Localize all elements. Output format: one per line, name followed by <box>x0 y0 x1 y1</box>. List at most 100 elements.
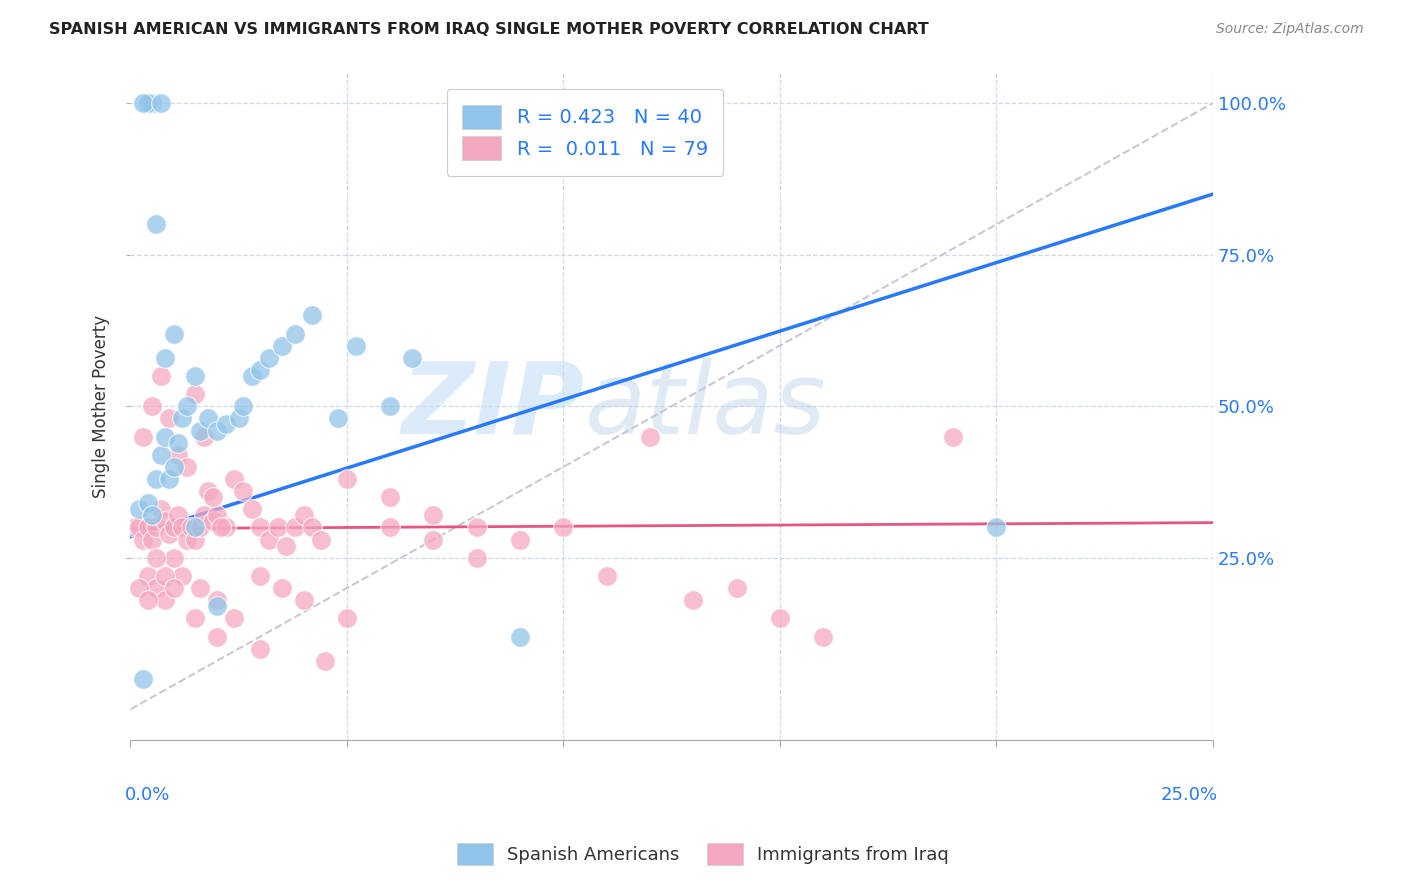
Point <box>301 520 323 534</box>
Point <box>422 533 444 547</box>
Point <box>205 630 228 644</box>
Point <box>132 672 155 686</box>
Text: SPANISH AMERICAN VS IMMIGRANTS FROM IRAQ SINGLE MOTHER POVERTY CORRELATION CHART: SPANISH AMERICAN VS IMMIGRANTS FROM IRAQ… <box>49 22 929 37</box>
Point <box>132 533 155 547</box>
Point <box>153 351 176 365</box>
Point <box>163 459 186 474</box>
Point <box>240 368 263 383</box>
Point <box>249 641 271 656</box>
Point <box>141 533 163 547</box>
Point <box>769 611 792 625</box>
Point <box>336 611 359 625</box>
Point <box>184 520 207 534</box>
Point <box>240 502 263 516</box>
Point <box>159 411 181 425</box>
Point <box>128 581 150 595</box>
Point <box>215 520 238 534</box>
Point <box>509 630 531 644</box>
Text: Source: ZipAtlas.com: Source: ZipAtlas.com <box>1216 22 1364 37</box>
Point <box>380 520 402 534</box>
Point <box>184 611 207 625</box>
Legend: R = 0.423   N = 40, R =  0.011   N = 79: R = 0.423 N = 40, R = 0.011 N = 79 <box>447 89 724 176</box>
Y-axis label: Single Mother Poverty: Single Mother Poverty <box>93 315 110 498</box>
Point <box>465 550 488 565</box>
Point <box>163 326 186 341</box>
Point <box>159 472 181 486</box>
Point <box>132 429 155 443</box>
Point <box>986 520 1008 534</box>
Point <box>249 520 271 534</box>
Point <box>276 539 298 553</box>
Point <box>301 309 323 323</box>
Legend: Spanish Americans, Immigrants from Iraq: Spanish Americans, Immigrants from Iraq <box>450 836 956 872</box>
Point <box>145 520 167 534</box>
Point <box>197 484 219 499</box>
Point <box>232 484 254 499</box>
Point <box>215 417 238 432</box>
Point <box>167 508 190 523</box>
Point <box>136 593 159 607</box>
Point <box>149 368 172 383</box>
Point <box>136 569 159 583</box>
Point <box>224 472 246 486</box>
Point <box>176 399 198 413</box>
Point <box>163 550 186 565</box>
Point <box>145 218 167 232</box>
Point <box>172 569 194 583</box>
Point <box>149 448 172 462</box>
Text: 25.0%: 25.0% <box>1161 786 1218 805</box>
Point <box>682 593 704 607</box>
Point <box>249 569 271 583</box>
Point <box>309 533 332 547</box>
Point <box>149 96 172 111</box>
Point <box>380 490 402 504</box>
Point <box>266 520 288 534</box>
Point <box>176 533 198 547</box>
Point <box>188 581 211 595</box>
Point <box>176 459 198 474</box>
Point <box>145 550 167 565</box>
Point <box>209 520 232 534</box>
Point <box>201 490 224 504</box>
Point <box>145 472 167 486</box>
Point <box>180 520 202 534</box>
Point <box>638 429 661 443</box>
Point <box>159 526 181 541</box>
Point <box>188 424 211 438</box>
Point <box>153 515 176 529</box>
Point <box>197 411 219 425</box>
Point <box>141 399 163 413</box>
Point <box>153 429 176 443</box>
Point <box>136 496 159 510</box>
Point <box>141 96 163 111</box>
Point <box>153 569 176 583</box>
Point <box>249 363 271 377</box>
Point <box>184 533 207 547</box>
Point <box>328 411 350 425</box>
Text: ZIP: ZIP <box>402 358 585 455</box>
Point <box>136 520 159 534</box>
Point <box>336 472 359 486</box>
Point <box>257 351 280 365</box>
Point <box>153 593 176 607</box>
Point <box>271 339 294 353</box>
Point <box>167 435 190 450</box>
Point <box>509 533 531 547</box>
Point <box>205 599 228 614</box>
Point <box>595 569 617 583</box>
Point <box>380 399 402 413</box>
Point <box>942 429 965 443</box>
Point <box>292 593 315 607</box>
Point <box>344 339 367 353</box>
Point <box>465 520 488 534</box>
Point <box>725 581 748 595</box>
Point <box>271 581 294 595</box>
Point <box>149 502 172 516</box>
Point <box>193 508 215 523</box>
Point <box>553 520 575 534</box>
Point <box>284 326 307 341</box>
Point <box>224 611 246 625</box>
Point <box>193 429 215 443</box>
Point <box>292 508 315 523</box>
Point <box>284 520 307 534</box>
